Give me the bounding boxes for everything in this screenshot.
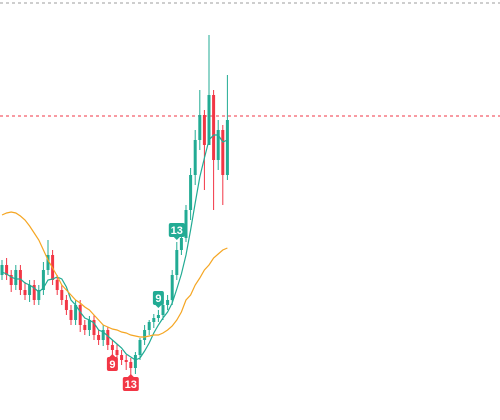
candle-body: [41, 270, 45, 290]
candle-body: [202, 115, 206, 145]
candle-body: [161, 305, 165, 315]
candle-body: [110, 345, 114, 350]
candle-body: [69, 310, 73, 320]
candle-body: [92, 320, 96, 335]
signal-pointer: [173, 237, 180, 240]
candle-body: [32, 285, 36, 300]
candle-body: [83, 325, 87, 330]
candle-body: [170, 275, 174, 300]
candle-body: [198, 115, 202, 140]
moving-average: [1, 134, 228, 361]
candle-body: [106, 330, 110, 345]
candle-body: [18, 270, 22, 290]
candle-body: [120, 355, 124, 360]
candle-body: [175, 250, 179, 275]
candle-body: [207, 95, 211, 145]
signal-label: 13: [125, 379, 137, 391]
signal-label: 9: [155, 293, 161, 305]
candle-body: [87, 320, 91, 330]
candle-body: [138, 340, 142, 355]
candle-body: [184, 210, 188, 238]
signal-pointer: [127, 374, 134, 377]
candle-body: [147, 322, 151, 330]
candle-body: [156, 315, 160, 318]
candle-body: [28, 285, 32, 295]
candle-body: [193, 140, 197, 175]
candle-body: [0, 265, 4, 275]
candle-body: [74, 305, 78, 320]
candle-body: [101, 330, 105, 340]
candle-body: [64, 300, 68, 310]
candle-body: [179, 238, 183, 250]
candle-body: [189, 175, 193, 210]
candle-body: [124, 360, 128, 362]
signal-label: 9: [109, 359, 115, 371]
candle-body: [115, 350, 119, 355]
candle-body: [78, 305, 82, 325]
candle-body: [14, 270, 18, 285]
candle-body: [166, 300, 170, 305]
candle-body: [143, 330, 147, 340]
candle-body: [152, 318, 156, 322]
candle-body: [129, 362, 133, 368]
candle-body: [46, 255, 50, 270]
candle-body: [216, 130, 220, 160]
candle-body: [212, 95, 216, 160]
signal-badge: [122, 377, 139, 391]
candle-body: [5, 265, 9, 275]
signal-badge: [168, 223, 185, 237]
candle-body: [37, 290, 41, 300]
candle-body: [55, 280, 59, 290]
candle-body: [60, 290, 64, 300]
signal-label: 13: [171, 225, 183, 237]
candle-body: [97, 335, 101, 340]
moving-average: [1, 211, 228, 338]
signal-badge: [106, 357, 118, 371]
candle-body: [225, 120, 229, 175]
signal-pointer: [109, 354, 116, 357]
candle-body: [133, 355, 137, 368]
signal-pointer: [155, 305, 162, 308]
candle-body: [221, 130, 225, 175]
candle-body: [23, 290, 27, 295]
candle-body: [9, 275, 13, 285]
signal-badge: [152, 291, 164, 305]
